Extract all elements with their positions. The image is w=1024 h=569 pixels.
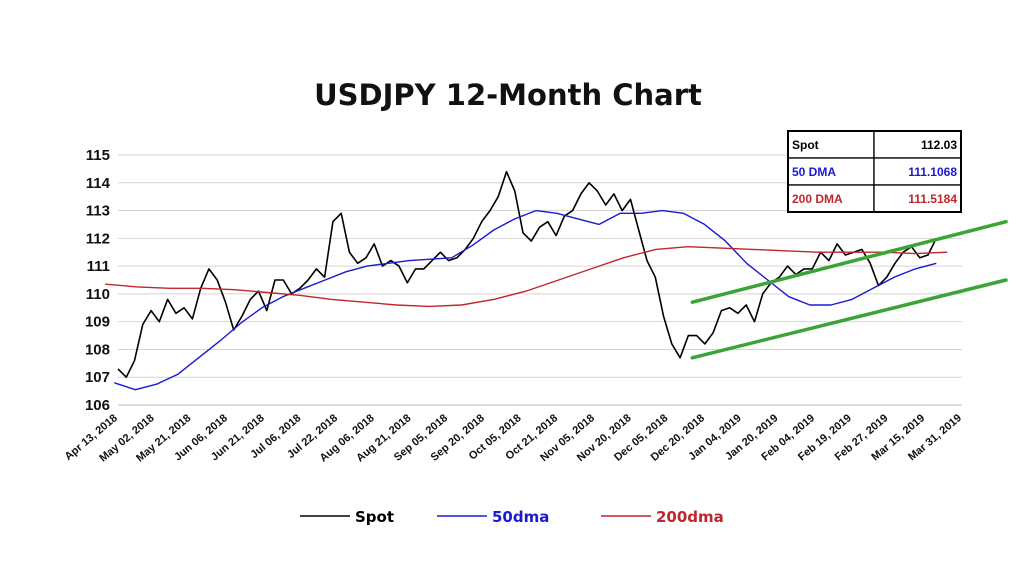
trendline-lower bbox=[690, 278, 1008, 360]
y-tick-label: 109 bbox=[85, 314, 110, 331]
legend-item-spot: Spot bbox=[300, 508, 394, 526]
info-label: 50 DMA bbox=[792, 165, 836, 179]
info-table-border bbox=[787, 130, 962, 213]
legend-label: 50dma bbox=[492, 508, 549, 526]
series-50dma-line bbox=[114, 209, 937, 391]
chart-title: USDJPY 12-Month Chart bbox=[314, 78, 702, 112]
info-row: 200 DMA 111.5184 bbox=[787, 184, 962, 213]
plot-series bbox=[105, 170, 948, 391]
trendlines bbox=[690, 219, 1008, 360]
info-cell bbox=[787, 157, 875, 186]
info-cell bbox=[873, 184, 962, 213]
series-200dma-line bbox=[105, 245, 948, 308]
y-tick-label: 111 bbox=[87, 258, 110, 275]
legend-label: Spot bbox=[355, 508, 394, 526]
y-tick-label: 113 bbox=[86, 203, 110, 220]
legend: Spot 50dma 200dma bbox=[300, 508, 724, 526]
trendline-upper bbox=[690, 219, 1008, 304]
y-tick-label: 106 bbox=[85, 397, 110, 414]
y-tick-label: 108 bbox=[85, 341, 110, 358]
info-value: 111.1068 bbox=[908, 165, 957, 179]
y-axis: 106 107 108 109 110 111 112 113 114 115 bbox=[85, 147, 111, 414]
info-value: 112.03 bbox=[921, 138, 957, 152]
y-tick-label: 112 bbox=[86, 230, 110, 247]
y-tick-label: 114 bbox=[86, 175, 111, 192]
info-value: 111.5184 bbox=[908, 192, 957, 206]
y-tick-label: 115 bbox=[86, 147, 110, 164]
info-label: 200 DMA bbox=[792, 192, 843, 206]
y-tick-label: 107 bbox=[85, 369, 110, 386]
y-tick-label: 110 bbox=[86, 286, 110, 303]
legend-label: 200dma bbox=[656, 508, 724, 526]
legend-item-200dma: 200dma bbox=[601, 508, 724, 526]
info-row: Spot 112.03 bbox=[787, 130, 962, 159]
legend-item-50dma: 50dma bbox=[437, 508, 549, 526]
info-table: Spot 112.03 50 DMA 111.1068 200 DMA 111.5184 bbox=[787, 130, 962, 213]
info-label: Spot bbox=[792, 138, 819, 152]
series-spot-line bbox=[117, 170, 938, 379]
info-row: 50 DMA 111.1068 bbox=[787, 157, 962, 186]
